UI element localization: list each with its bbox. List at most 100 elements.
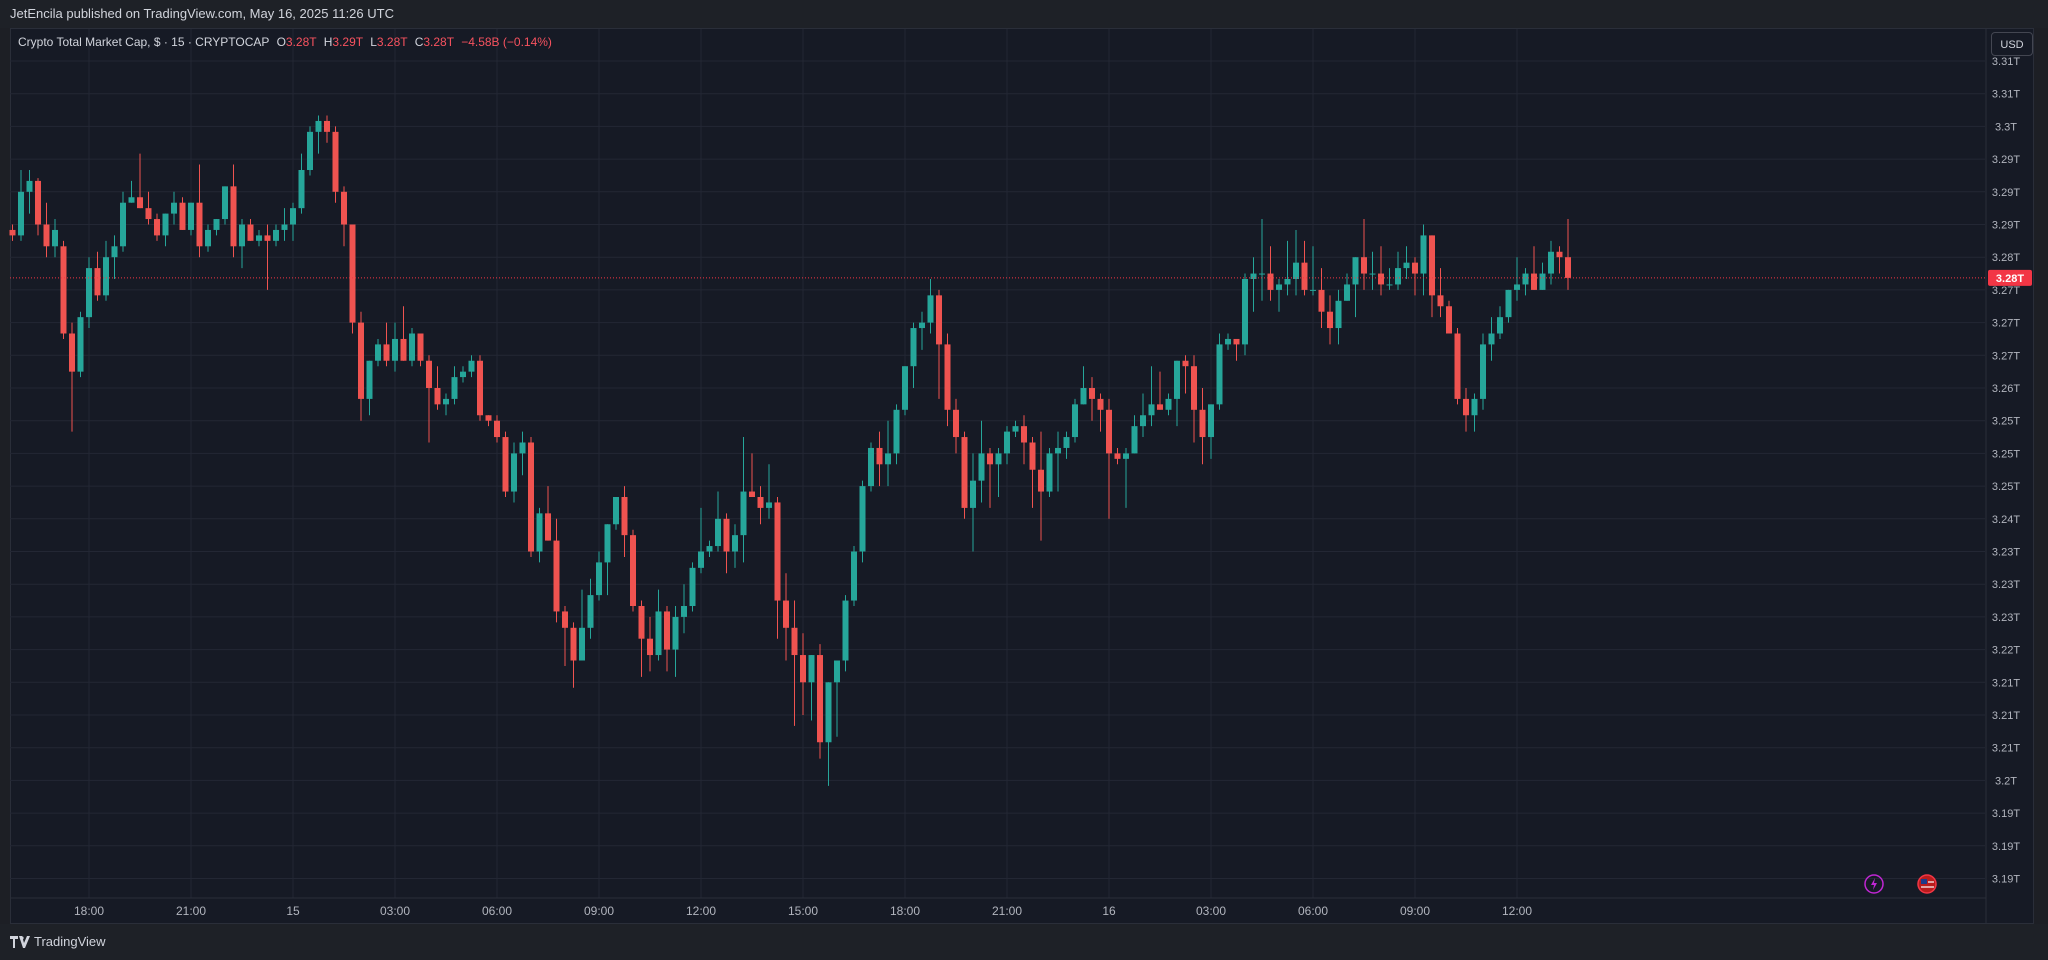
candle-body[interactable] — [1021, 426, 1027, 443]
candle-body[interactable] — [851, 551, 857, 601]
candle-body[interactable] — [953, 409, 959, 438]
candle-body[interactable] — [672, 616, 679, 650]
candle-body[interactable] — [1463, 398, 1469, 416]
candle-body[interactable] — [936, 295, 942, 345]
candle-body[interactable] — [86, 268, 92, 318]
candle-body[interactable] — [451, 377, 458, 399]
candle-body[interactable] — [1497, 317, 1503, 334]
candle-body[interactable] — [553, 540, 560, 612]
candle-body[interactable] — [69, 333, 75, 372]
candle-body[interactable] — [1191, 366, 1197, 410]
candle-body[interactable] — [902, 366, 908, 410]
candle-body[interactable] — [647, 638, 653, 656]
candle-body[interactable] — [876, 447, 883, 465]
candle-body[interactable] — [1233, 338, 1240, 345]
candle-body[interactable] — [893, 409, 900, 454]
candle-body[interactable] — [426, 360, 432, 388]
candle-body[interactable] — [298, 170, 305, 209]
candle-body[interactable] — [681, 606, 687, 617]
candle-body[interactable] — [562, 611, 568, 628]
candle-body[interactable] — [460, 371, 466, 378]
candle-body[interactable] — [1437, 295, 1444, 307]
candlestick-chart[interactable]: 3.28T3.31T3.31T3.3T3.29T3.29T3.29T3.28T3… — [0, 0, 2048, 924]
candle-body[interactable] — [1046, 453, 1053, 492]
candle-body[interactable] — [621, 497, 628, 536]
candle-body[interactable] — [766, 502, 772, 508]
candle-body[interactable] — [1250, 273, 1257, 279]
candle-body[interactable] — [434, 388, 441, 405]
candle-body[interactable] — [545, 513, 551, 541]
candle-body[interactable] — [1514, 284, 1520, 290]
candle-body[interactable] — [1114, 453, 1121, 459]
candle-body[interactable] — [375, 344, 381, 361]
candle-body[interactable] — [171, 202, 177, 214]
candle-body[interactable] — [740, 491, 747, 536]
candle-body[interactable] — [774, 502, 781, 601]
candle-body[interactable] — [1089, 388, 1095, 399]
candle-body[interactable] — [1123, 453, 1129, 459]
candle-body[interactable] — [222, 186, 228, 220]
candle-body[interactable] — [111, 246, 118, 258]
candle-body[interactable] — [239, 224, 245, 247]
candle-body[interactable] — [324, 120, 330, 132]
candle-body[interactable] — [137, 197, 143, 209]
candle-body[interactable] — [43, 224, 50, 247]
candle-body[interactable] — [52, 229, 58, 247]
candle-body[interactable] — [664, 611, 670, 650]
candle-body[interactable] — [1276, 284, 1282, 290]
candle-body[interactable] — [1395, 268, 1401, 285]
candle-body[interactable] — [1327, 311, 1333, 329]
candle-body[interactable] — [9, 229, 16, 236]
candle-body[interactable] — [791, 627, 798, 656]
candle-body[interactable] — [1225, 338, 1231, 345]
candle-body[interactable] — [978, 453, 985, 481]
candle-body[interactable] — [868, 447, 874, 487]
candle-body[interactable] — [638, 606, 645, 639]
candle-body[interactable] — [528, 442, 534, 552]
candle-body[interactable] — [341, 191, 347, 225]
candle-body[interactable] — [273, 229, 279, 241]
candle-body[interactable] — [1080, 388, 1087, 405]
candle-body[interactable] — [307, 131, 313, 170]
candle-body[interactable] — [1174, 360, 1180, 399]
candle-body[interactable] — [400, 338, 407, 361]
candle-body[interactable] — [230, 186, 237, 247]
candle-body[interactable] — [604, 524, 611, 563]
candle-body[interactable] — [1556, 251, 1563, 258]
candle-body[interactable] — [995, 453, 1002, 465]
candle-body[interactable] — [1301, 262, 1308, 290]
candle-body[interactable] — [1403, 262, 1410, 269]
candle-body[interactable] — [1267, 273, 1274, 290]
candle-body[interactable] — [1344, 284, 1350, 301]
candle-body[interactable] — [60, 246, 67, 334]
candle-body[interactable] — [1412, 262, 1418, 274]
candle-body[interactable] — [477, 360, 483, 416]
candle-body[interactable] — [1429, 235, 1435, 296]
candle-body[interactable] — [256, 235, 262, 241]
candle-body[interactable] — [1488, 333, 1495, 345]
candle-body[interactable] — [145, 208, 152, 220]
candle-body[interactable] — [1548, 251, 1554, 274]
candle-body[interactable] — [332, 131, 339, 192]
lightning-icon[interactable] — [1864, 874, 1884, 894]
candle-body[interactable] — [1539, 273, 1546, 290]
candle-body[interactable] — [1310, 289, 1316, 291]
candle-body[interactable] — [842, 600, 849, 661]
candle-body[interactable] — [834, 660, 840, 683]
candle-body[interactable] — [1165, 398, 1172, 410]
candle-body[interactable] — [579, 627, 585, 661]
candle-body[interactable] — [383, 344, 390, 361]
candle-body[interactable] — [188, 202, 194, 230]
candle-body[interactable] — [1505, 289, 1512, 318]
candle-body[interactable] — [859, 486, 866, 552]
candle-body[interactable] — [1480, 344, 1486, 399]
candle-body[interactable] — [536, 513, 543, 552]
candle-body[interactable] — [392, 338, 398, 361]
candle-body[interactable] — [1063, 437, 1070, 448]
candle-body[interactable] — [281, 224, 288, 230]
candle-body[interactable] — [1565, 257, 1571, 278]
tradingview-logo[interactable]: TradingView — [10, 934, 106, 949]
candle-body[interactable] — [1199, 409, 1206, 438]
candle-body[interactable] — [35, 180, 41, 225]
candle-body[interactable] — [1386, 284, 1393, 286]
